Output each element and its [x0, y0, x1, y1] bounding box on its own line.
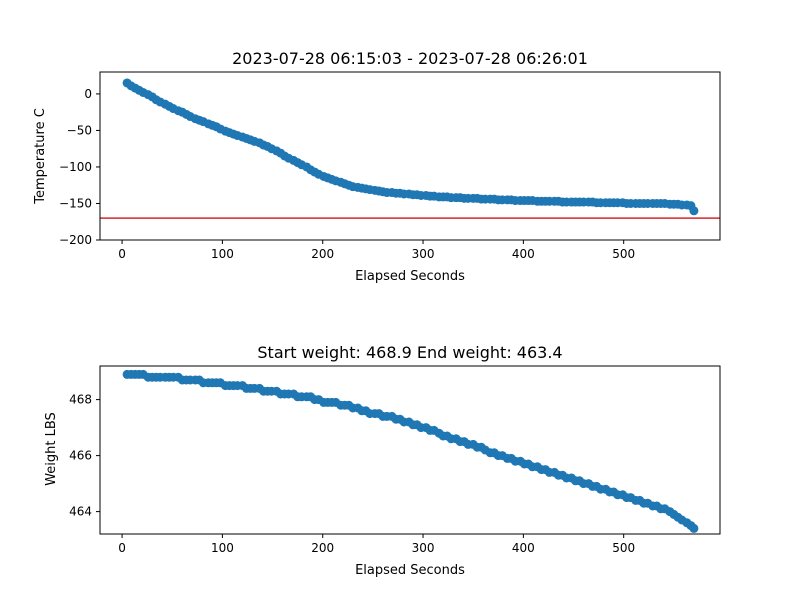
temperature-y-axis-label: Temperature C	[33, 108, 48, 205]
temperature-x-tick-label-1: 100	[211, 247, 234, 261]
weight-y-tick-label-2: 468	[69, 393, 92, 407]
weight-x-tick-label-2: 200	[311, 541, 334, 555]
weight-point-133	[689, 523, 699, 533]
temperature-y-tick-label-2: −100	[59, 160, 92, 174]
weight-plot-frame	[99, 365, 721, 535]
temperature-x-tick-label-2: 200	[311, 247, 334, 261]
temperature-y-tick-label-4: −200	[59, 233, 92, 247]
temperature-y-tick-label-3: −150	[59, 196, 92, 210]
temperature-plot-title: 2023-07-28 06:15:03 - 2023-07-28 06:26:0…	[232, 49, 588, 68]
temperature-x-tick-label-4: 400	[512, 247, 535, 261]
weight-y-tick-label-1: 466	[69, 449, 92, 463]
temperature-x-tick-label-5: 500	[612, 247, 635, 261]
weight-x-tick-label-3: 300	[412, 541, 435, 555]
temperature-y-tick-label-1: −50	[67, 123, 92, 137]
temperature-point-133	[689, 206, 699, 216]
weight-x-axis-label: Elapsed Seconds	[355, 563, 465, 578]
temperature-x-tick-label-3: 300	[412, 247, 435, 261]
temperature-ticks: 0 100 200 300 400 500 0 −50 −100 −150 −200	[59, 87, 635, 261]
weight-x-tick-label-5: 500	[612, 541, 635, 555]
weight-series	[122, 369, 699, 533]
temperature-y-tick-label-0: 0	[84, 87, 92, 101]
weight-ticks: 0 100 200 300 400 500 464 466 468	[69, 393, 635, 555]
temperature-x-axis-label: Elapsed Seconds	[355, 269, 465, 284]
temperature-plot-frame	[99, 71, 721, 241]
weight-x-tick-label-1: 100	[211, 541, 234, 555]
weight-x-tick-label-4: 400	[512, 541, 535, 555]
weight-plot: Start weight: 468.9 End weight: 463.4 El…	[44, 343, 721, 578]
weight-x-tick-label-0: 0	[118, 541, 126, 555]
weight-y-tick-label-0: 464	[69, 505, 92, 519]
temperature-plot: 2023-07-28 06:15:03 - 2023-07-28 06:26:0…	[33, 49, 721, 284]
weight-y-axis-label: Weight LBS	[44, 412, 59, 486]
temperature-x-tick-label-0: 0	[118, 247, 126, 261]
weight-plot-title: Start weight: 468.9 End weight: 463.4	[257, 343, 562, 362]
temperature-series	[122, 78, 699, 216]
